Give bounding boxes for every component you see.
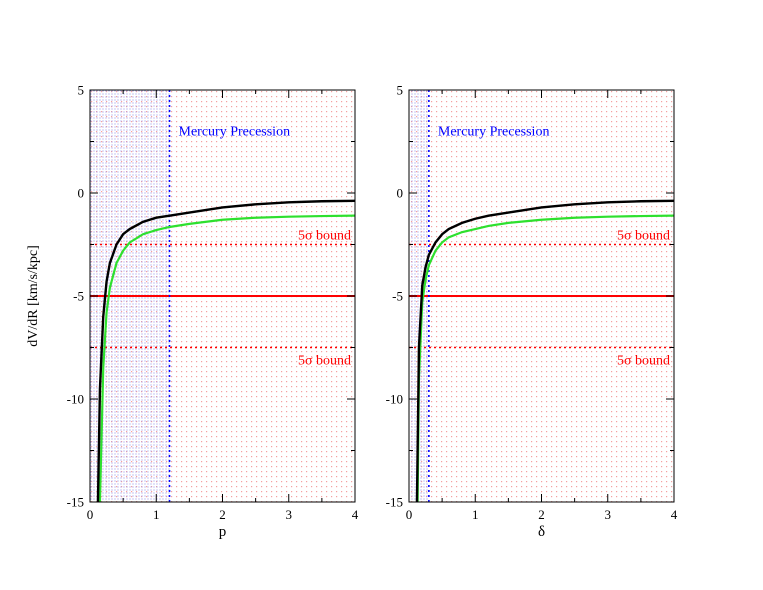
x-tick-label: 4 — [671, 507, 678, 522]
bound-label-lower: 5σ bound — [617, 354, 670, 369]
x-tick-label: 1 — [153, 507, 160, 522]
plot-content — [90, 90, 355, 502]
y-tick-label: -15 — [386, 495, 403, 510]
x-tick-label: 0 — [87, 507, 94, 522]
y-tick-label: -5 — [392, 289, 403, 304]
mercury-precession-label: Mercury Precession — [179, 124, 291, 139]
x-tick-label: 3 — [605, 507, 612, 522]
series-line-black — [96, 199, 355, 502]
y-axis: -15 -10 -5 0 5 — [67, 83, 84, 510]
panel-p: Mercury Precession 5σ bound 5σ bound 0 1… — [67, 83, 359, 541]
y-tick-label: 0 — [78, 186, 85, 201]
y-tick-label: -10 — [67, 392, 84, 407]
x-axis: 0 1 2 3 4 δ — [406, 507, 678, 540]
x-axis: 0 1 2 3 4 p — [87, 507, 359, 540]
y-tick-label: 0 — [397, 186, 404, 201]
y-tick-label: 5 — [78, 83, 85, 98]
series-line-green — [416, 214, 674, 502]
tick-marks — [408, 89, 675, 503]
y-tick-label: -15 — [67, 495, 84, 510]
y-axis-label: dV/dR [km/s/kpc] — [26, 245, 41, 347]
y-tick-label: 5 — [397, 83, 404, 98]
series-line-black — [415, 199, 674, 502]
x-axis-label: p — [219, 524, 227, 540]
x-tick-label: 2 — [538, 507, 545, 522]
bound-label-lower: 5σ bound — [298, 354, 351, 369]
bound-label-upper: 5σ bound — [617, 229, 670, 244]
y-tick-label: -5 — [73, 289, 84, 304]
series-line-green — [98, 214, 355, 502]
y-axis: -15 -10 -5 0 5 — [386, 83, 403, 510]
x-tick-label: 4 — [352, 507, 359, 522]
panel-delta: Mercury Precession 5σ bound 5σ bound 0 1… — [386, 83, 678, 541]
tick-marks — [89, 89, 356, 503]
y-tick-label: -10 — [386, 392, 403, 407]
x-tick-label: 0 — [406, 507, 413, 522]
mercury-precession-label: Mercury Precession — [438, 124, 550, 139]
x-tick-label: 1 — [472, 507, 479, 522]
x-axis-label: δ — [538, 524, 545, 540]
x-tick-label: 3 — [286, 507, 293, 522]
bound-label-upper: 5σ bound — [298, 229, 351, 244]
x-tick-label: 2 — [219, 507, 226, 522]
